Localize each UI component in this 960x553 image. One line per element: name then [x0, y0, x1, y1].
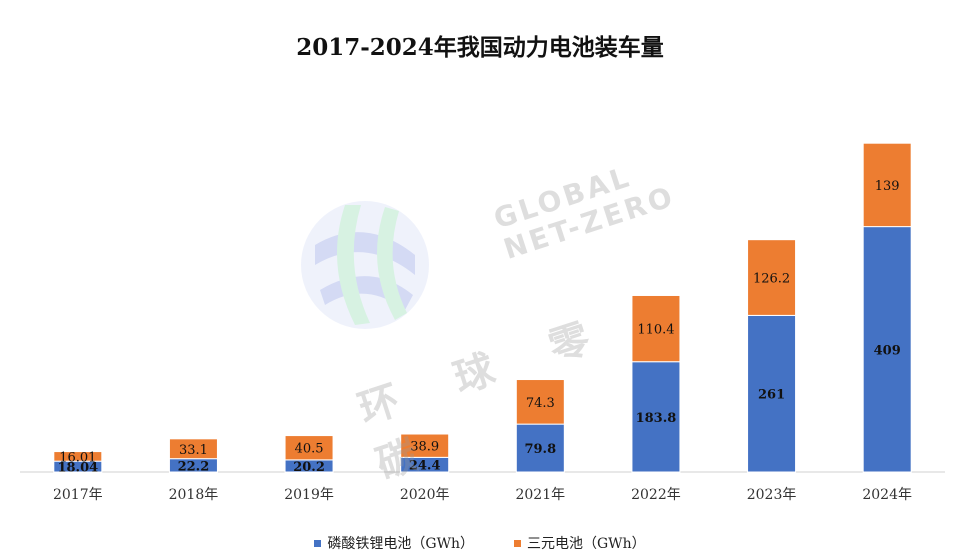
x-tick-label-0: 2017年 — [53, 487, 103, 503]
bar-ternary-3 — [400, 433, 450, 458]
x-tick-label-5: 2022年 — [631, 487, 681, 503]
data-label-lfp-4: 79.8 — [524, 442, 556, 457]
legend-swatch-ternary — [514, 539, 521, 547]
bar-ternary-1 — [168, 438, 218, 460]
bar-ternary-6 — [747, 239, 797, 316]
chart-title: 2017-2024年我国动力电池装车量 — [296, 34, 664, 61]
data-label-lfp-3: 24.4 — [409, 459, 441, 474]
bar-ternary-0 — [53, 451, 103, 462]
x-tick-label-4: 2021年 — [515, 487, 565, 503]
data-label-lfp-7: 409 — [874, 343, 901, 358]
data-label-lfp-0: 18.04 — [57, 461, 98, 476]
data-label-lfp-1: 22.2 — [178, 459, 210, 474]
data-label-ternary-2: 40.5 — [295, 442, 324, 457]
x-tick-label-2: 2019年 — [284, 487, 334, 503]
bar-ternary-5 — [631, 294, 681, 363]
data-label-lfp-2: 20.2 — [293, 460, 325, 475]
data-label-lfp-6: 261 — [758, 388, 785, 403]
legend-label-ternary: 三元电池（GWh） — [527, 536, 646, 552]
legend-item-ternary: 三元电池（GWh） — [514, 533, 646, 553]
data-label-ternary-7: 139 — [875, 179, 900, 194]
x-tick-label-3: 2020年 — [400, 487, 450, 503]
legend-swatch-lfp — [314, 539, 322, 547]
legend-label-lfp: 磷酸铁锂电池（GWh） — [327, 536, 474, 552]
data-label-ternary-0: 16.01 — [59, 450, 96, 465]
bar-lfp-4 — [515, 423, 565, 473]
legend: 磷酸铁锂电池（GWh） 三元电池（GWh） — [0, 533, 960, 553]
bar-ternary-4 — [515, 379, 565, 425]
bar-lfp-7 — [862, 226, 912, 473]
bar-lfp-6 — [747, 314, 797, 473]
data-label-ternary-1: 33.1 — [179, 443, 208, 458]
data-label-ternary-6: 126.2 — [753, 272, 790, 287]
legend-item-lfp: 磷酸铁锂电池（GWh） — [314, 533, 474, 553]
data-label-ternary-5: 110.4 — [637, 323, 674, 338]
x-tick-label-1: 2018年 — [169, 487, 219, 503]
x-tick-label-7: 2024年 — [862, 487, 912, 503]
data-label-ternary-3: 38.9 — [410, 440, 439, 455]
x-tick-label-6: 2023年 — [747, 487, 797, 503]
data-label-lfp-5: 183.8 — [636, 411, 677, 426]
bar-ternary-7 — [862, 142, 912, 228]
bar-ternary-2 — [284, 435, 334, 461]
data-label-ternary-4: 74.3 — [526, 396, 555, 411]
